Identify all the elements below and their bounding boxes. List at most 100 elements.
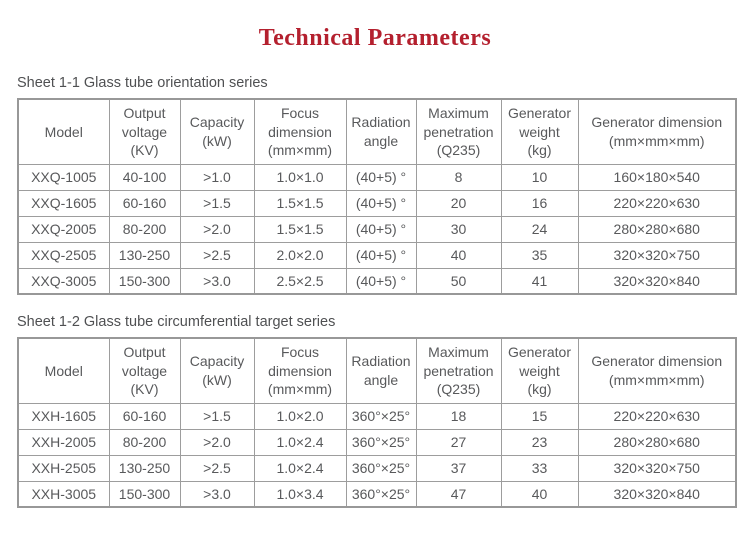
table-cell: XXQ-3005 xyxy=(17,267,110,295)
table-cell: 160×180×540 xyxy=(577,163,737,191)
header-row: Model Output voltage (KV) Capacity (kW) Foc… xyxy=(17,98,737,165)
table-cell: 150-300 xyxy=(108,267,181,295)
column-header: Generator weight (kg) xyxy=(500,337,579,404)
table-cell: 18 xyxy=(415,402,502,430)
table-cell: (40+5) ° xyxy=(345,163,417,191)
page-title: Technical Parameters xyxy=(258,25,492,51)
header-row: Model Output voltage (KV) Capacity (kW) Foc… xyxy=(17,337,737,404)
table-cell: 2.0×2.0 xyxy=(253,241,347,269)
column-header: Maximum penetration (Q235) xyxy=(415,98,502,165)
table-cell: (40+5) ° xyxy=(345,189,417,217)
table-cell: 60-160 xyxy=(108,189,181,217)
table-cell: 40 xyxy=(500,480,579,508)
table-cell: 47 xyxy=(415,480,502,508)
table-cell: 15 xyxy=(500,402,579,430)
table-cell: 8 xyxy=(415,163,502,191)
table-caption-sheet-1-1: Sheet 1-1 Glass tube orientation series xyxy=(17,75,268,91)
table-cell: 40-100 xyxy=(108,163,181,191)
table-cell: 80-200 xyxy=(108,428,181,456)
table-cell: 24 xyxy=(500,215,579,243)
table-glass-tube-circumferential-target-series: Model Output voltage (KV) Capacity (kW) Foc… xyxy=(17,337,737,508)
table-cell: 16 xyxy=(500,189,579,217)
table-cell: >2.0 xyxy=(179,428,255,456)
table-cell: 280×280×680 xyxy=(577,428,737,456)
table-cell: >2.5 xyxy=(179,241,255,269)
table-cell: 360°×25° xyxy=(345,480,417,508)
table-row: XXQ-2505 130-250 >2.5 2.0×2.0 (40+5) ° 40 35 32… xyxy=(17,241,737,269)
table-row: XXQ-2005 80-200 >2.0 1.5×1.5 (40+5) ° 30 24 280… xyxy=(17,215,737,243)
table-cell: 220×220×630 xyxy=(577,189,737,217)
table-cell: 1.5×1.5 xyxy=(253,215,347,243)
table-row: XXH-2005 80-200 >2.0 1.0×2.4 360°×25° 27 23 280… xyxy=(17,428,737,456)
table-cell: 10 xyxy=(500,163,579,191)
column-header: Generator dimension (mm×mm×mm) xyxy=(577,337,737,404)
table-header-row: Model Output voltage (KV) Capacity (kW) Foc… xyxy=(17,98,737,165)
table-cell: 27 xyxy=(415,428,502,456)
table-cell: 320×320×840 xyxy=(577,480,737,508)
table-cell: 40 xyxy=(415,241,502,269)
table-cell: 320×320×750 xyxy=(577,241,737,269)
table-cell: 320×320×750 xyxy=(577,454,737,482)
table-cell: XXH-2505 xyxy=(17,454,110,482)
table-header-row: Model Output voltage (KV) Capacity (kW) Foc… xyxy=(17,337,737,404)
table-cell: (40+5) ° xyxy=(345,241,417,269)
table-cell: 130-250 xyxy=(108,241,181,269)
table-cell: >1.5 xyxy=(179,189,255,217)
column-header: Capacity (kW) xyxy=(179,98,255,165)
column-header: Radiation angle xyxy=(345,337,417,404)
table-cell: XXQ-2505 xyxy=(17,241,110,269)
table-row: XXQ-1605 60-160 >1.5 1.5×1.5 (40+5) ° 20 16 220… xyxy=(17,189,737,217)
table-cell: 35 xyxy=(500,241,579,269)
table-body: XXQ-1005 40-100 >1.0 1.0×1.0 (40+5) ° 8 10 160×… xyxy=(17,163,737,295)
table-cell: 41 xyxy=(500,267,579,295)
table-cell: >2.5 xyxy=(179,454,255,482)
table-row: XXQ-1005 40-100 >1.0 1.0×1.0 (40+5) ° 8 10 160×… xyxy=(17,163,737,191)
table-cell: XXQ-2005 xyxy=(17,215,110,243)
table-cell: 80-200 xyxy=(108,215,181,243)
table-cell: 50 xyxy=(415,267,502,295)
table-cell: >1.5 xyxy=(179,402,255,430)
column-header: Maximum penetration (Q235) xyxy=(415,337,502,404)
table-cell: 1.0×3.4 xyxy=(253,480,347,508)
table-cell: 320×320×840 xyxy=(577,267,737,295)
table-cell: 1.0×1.0 xyxy=(253,163,347,191)
column-header: Radiation angle xyxy=(345,98,417,165)
table-row: XXH-3005 150-300 >3.0 1.0×3.4 360°×25° 47 40 32… xyxy=(17,480,737,508)
table-cell: 360°×25° xyxy=(345,402,417,430)
column-header: Output voltage (KV) xyxy=(108,98,181,165)
table-cell: 1.5×1.5 xyxy=(253,189,347,217)
table-cell: 20 xyxy=(415,189,502,217)
table-cell: (40+5) ° xyxy=(345,267,417,295)
table-cell: 1.0×2.0 xyxy=(253,402,347,430)
table-cell: XXH-3005 xyxy=(17,480,110,508)
column-header: Focus dimension (mm×mm) xyxy=(253,337,347,404)
table-row: XXQ-3005 150-300 >3.0 2.5×2.5 (40+5) ° 50 41 32… xyxy=(17,267,737,295)
table-cell: 33 xyxy=(500,454,579,482)
table-cell: 360°×25° xyxy=(345,454,417,482)
table-cell: XXQ-1605 xyxy=(17,189,110,217)
column-header: Generator weight (kg) xyxy=(500,98,579,165)
table-cell: XXH-1605 xyxy=(17,402,110,430)
table-cell: 37 xyxy=(415,454,502,482)
table-caption-sheet-1-2: Sheet 1-2 Glass tube circumferential tar… xyxy=(17,314,336,330)
column-header: Model xyxy=(17,337,110,404)
column-header: Focus dimension (mm×mm) xyxy=(253,98,347,165)
column-header: Generator dimension (mm×mm×mm) xyxy=(577,98,737,165)
table-cell: >3.0 xyxy=(179,267,255,295)
table-glass-tube-orientation-series: Model Output voltage (KV) Capacity (kW) Foc… xyxy=(17,98,737,295)
table-cell: 130-250 xyxy=(108,454,181,482)
table-cell: >3.0 xyxy=(179,480,255,508)
table-cell: 220×220×630 xyxy=(577,402,737,430)
table-cell: (40+5) ° xyxy=(345,215,417,243)
table-cell: 1.0×2.4 xyxy=(253,454,347,482)
column-header: Capacity (kW) xyxy=(179,337,255,404)
table-cell: 360°×25° xyxy=(345,428,417,456)
table-cell: 60-160 xyxy=(108,402,181,430)
column-header: Model xyxy=(17,98,110,165)
table-row: XXH-1605 60-160 >1.5 1.0×2.0 360°×25° 18 15 220… xyxy=(17,402,737,430)
table-cell: XXH-2005 xyxy=(17,428,110,456)
table-cell: XXQ-1005 xyxy=(17,163,110,191)
table-cell: >1.0 xyxy=(179,163,255,191)
table-cell: 2.5×2.5 xyxy=(253,267,347,295)
